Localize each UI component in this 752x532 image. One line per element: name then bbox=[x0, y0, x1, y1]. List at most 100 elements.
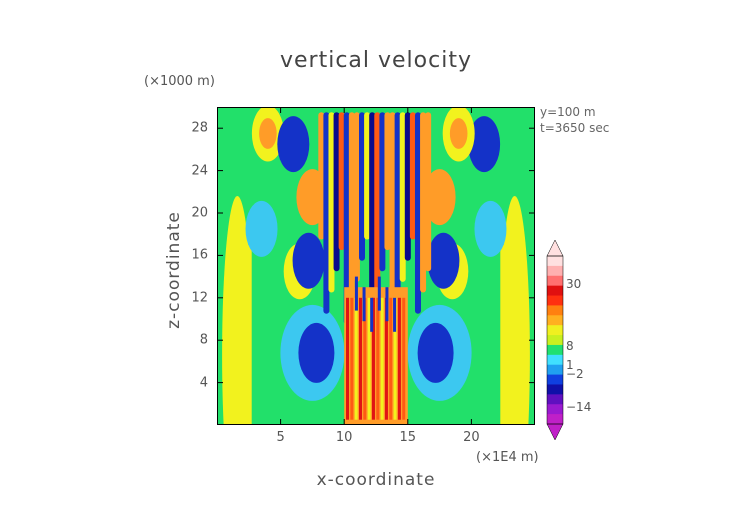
y-tick-label: 4 bbox=[199, 375, 208, 391]
wave-cell bbox=[277, 116, 310, 173]
wave-stripe bbox=[348, 112, 355, 304]
y-axis-label: z-coordinate bbox=[164, 211, 184, 329]
wave-stripe bbox=[414, 112, 421, 314]
x-tick-label: 10 bbox=[335, 430, 353, 445]
core-filament bbox=[393, 297, 397, 420]
core-downdraft bbox=[362, 287, 366, 322]
wave-stripe bbox=[409, 112, 416, 240]
wave-stripe bbox=[333, 112, 340, 272]
wave-cell bbox=[423, 169, 456, 226]
colorbar-segment bbox=[547, 275, 563, 287]
core-filament bbox=[371, 297, 375, 420]
wave-stripe bbox=[338, 112, 345, 251]
core-filament bbox=[367, 297, 371, 420]
colorbar-segment bbox=[547, 344, 563, 356]
wave-stripe bbox=[404, 112, 411, 261]
core-downdraft bbox=[377, 276, 381, 311]
core-filament bbox=[350, 297, 354, 420]
wave-cell bbox=[468, 116, 501, 173]
side-gap bbox=[251, 239, 264, 425]
core-filament bbox=[363, 297, 367, 420]
annotation-y: y=100 m bbox=[540, 105, 596, 119]
y-tick-label: 20 bbox=[191, 205, 208, 221]
core-downdraft bbox=[385, 287, 389, 322]
wave-stripe bbox=[399, 112, 406, 282]
core-downdraft bbox=[370, 297, 374, 332]
core-filament bbox=[384, 297, 388, 420]
colorbar-segment bbox=[547, 414, 563, 425]
colorbar-tick-label: 8 bbox=[566, 338, 574, 353]
wave-cell bbox=[292, 232, 325, 289]
core-filament bbox=[389, 297, 393, 420]
x-axis-unit: (×1E4 m) bbox=[476, 450, 539, 465]
plot-frame bbox=[217, 107, 535, 425]
x-tick-label: 5 bbox=[276, 430, 285, 445]
colorbar-segment bbox=[547, 335, 563, 346]
wave-stripe bbox=[359, 112, 366, 261]
core-downdraft bbox=[393, 297, 397, 332]
colorbar-top-cap bbox=[546, 240, 564, 257]
x-axis-label: x-coordinate bbox=[316, 470, 436, 490]
wave-stripe bbox=[379, 112, 386, 272]
x-tick-label: 15 bbox=[399, 430, 417, 445]
velocity-heatmap bbox=[217, 107, 535, 425]
core-filament bbox=[397, 297, 401, 420]
wave-stripe bbox=[389, 112, 396, 325]
wave-stripe bbox=[353, 112, 360, 282]
core-filament bbox=[346, 297, 350, 420]
colorbar-tick-label: −14 bbox=[566, 400, 592, 415]
y-tick-label: 12 bbox=[191, 290, 208, 306]
y-tick-label: 8 bbox=[199, 332, 208, 348]
core-filament bbox=[380, 297, 384, 420]
y-tick-label: 24 bbox=[191, 163, 208, 179]
colorbar-frame bbox=[546, 255, 564, 425]
colorbar-segment bbox=[547, 305, 563, 316]
colorbar-segment bbox=[547, 265, 563, 277]
wave-stripe bbox=[328, 112, 335, 293]
wave-cell bbox=[449, 118, 468, 149]
colorbar-segment bbox=[547, 384, 563, 395]
wave-cell bbox=[474, 200, 507, 257]
colorbar-segment bbox=[547, 315, 563, 326]
colorbar-segment bbox=[547, 285, 563, 297]
core-filament bbox=[354, 297, 358, 420]
negative-core bbox=[417, 322, 454, 383]
wave-stripe bbox=[384, 112, 391, 251]
wave-stripe bbox=[364, 112, 371, 240]
colorbar-bottom-cap bbox=[546, 423, 564, 440]
colorbar-tick-label: −2 bbox=[566, 366, 584, 381]
colorbar-tick-label: 1 bbox=[566, 358, 574, 373]
colorbar-segment bbox=[547, 354, 563, 366]
colorbar-segment bbox=[547, 394, 563, 405]
side-gap bbox=[488, 239, 501, 425]
y-tick-label: 16 bbox=[191, 247, 208, 263]
colorbar-segment bbox=[547, 404, 563, 415]
y-tick-label: 28 bbox=[191, 120, 208, 136]
wave-stripe bbox=[394, 112, 401, 304]
colorbar-segment bbox=[547, 256, 563, 267]
wave-stripe bbox=[318, 112, 325, 240]
wave-stripe bbox=[374, 112, 381, 293]
wave-cell bbox=[427, 232, 460, 289]
colorbar-segment bbox=[547, 374, 563, 385]
colorbar-segment bbox=[547, 325, 563, 336]
wave-stripe bbox=[343, 112, 350, 325]
core-filament bbox=[402, 297, 406, 420]
colorbar bbox=[546, 240, 564, 440]
wave-cell bbox=[259, 118, 277, 149]
colorbar-segment bbox=[547, 295, 563, 306]
core-filament bbox=[358, 297, 362, 420]
chart-title: vertical velocity bbox=[279, 48, 472, 73]
z-axis-unit: (×1000 m) bbox=[144, 74, 215, 89]
negative-core bbox=[298, 322, 335, 383]
wave-stripe bbox=[323, 112, 330, 314]
colorbar-tick-label: 30 bbox=[566, 277, 582, 291]
wave-stripe bbox=[369, 112, 376, 314]
core-downdraft bbox=[354, 276, 358, 311]
annotation-time: t=3650 sec bbox=[540, 121, 610, 135]
core-filament bbox=[376, 297, 380, 420]
x-tick-label: 20 bbox=[463, 430, 480, 445]
wave-stripe bbox=[420, 112, 427, 293]
colorbar-segment bbox=[547, 364, 563, 376]
wave-cell bbox=[245, 200, 278, 257]
